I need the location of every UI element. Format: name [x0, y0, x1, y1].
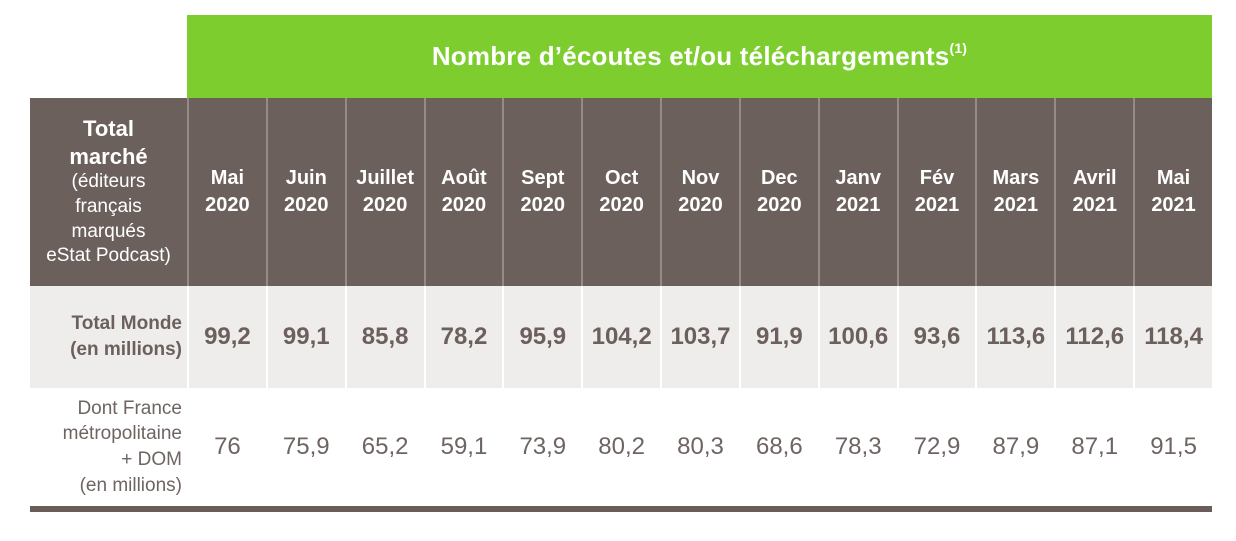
month-header-cell: Juillet 2020: [344, 98, 424, 286]
value-cell: 113,6: [975, 286, 1054, 388]
value-cell: 85,8: [344, 286, 424, 388]
bottom-border-rule: [30, 506, 1212, 512]
value-cell: 76: [187, 388, 266, 506]
table-title-footnote-ref: (1): [949, 40, 968, 57]
value-cell: 68,6: [738, 388, 818, 506]
header-label-cell: Total marché (éditeurs français marqués …: [30, 98, 187, 286]
value-cell: 99,2: [187, 286, 266, 388]
month-header-cell: Juin 2020: [265, 98, 345, 286]
value-cell: 112,6: [1054, 286, 1133, 388]
month-header-cell: Sept 2020: [502, 98, 581, 286]
row-total-monde: Total Monde (en millions) 99,2 99,1 85,8 78…: [30, 286, 1212, 388]
value-cell: 72,9: [896, 388, 976, 506]
value-cell: 99,1: [265, 286, 345, 388]
month-header-cell: Nov 2020: [660, 98, 739, 286]
row-label: Dont France métropolitaine + DOM (en mil…: [62, 397, 182, 496]
value-cell: 65,2: [344, 388, 424, 506]
value-cell: 104,2: [581, 286, 660, 388]
value-cell: 91,5: [1133, 388, 1212, 506]
month-header-cell: Mai 2020: [187, 98, 266, 286]
value-cell: 78,3: [817, 388, 897, 506]
table-title: Nombre d’écoutes et/ou téléchargements(1…: [431, 40, 968, 72]
table-title-text: Nombre d’écoutes et/ou téléchargements: [431, 41, 950, 71]
value-cell: 59,1: [423, 388, 503, 506]
value-cell: 87,9: [975, 388, 1054, 506]
value-cell: 118,4: [1133, 286, 1212, 388]
value-cell: 80,3: [660, 388, 739, 506]
value-cell: 100,6: [817, 286, 897, 388]
value-cell: 95,9: [502, 286, 581, 388]
month-header-cell: Avril 2021: [1054, 98, 1133, 286]
month-header-cell: Dec 2020: [738, 98, 818, 286]
market-table: Nombre d’écoutes et/ou téléchargements(1…: [30, 15, 1212, 512]
value-cell: 75,9: [265, 388, 345, 506]
month-header-cell: Mai 2021: [1133, 98, 1212, 286]
month-header-cell: Fév 2021: [896, 98, 976, 286]
row-france-dom: Dont France métropolitaine + DOM (en mil…: [30, 388, 1212, 506]
month-header-cell: Oct 2020: [581, 98, 660, 286]
header-label-title: Total marché: [69, 116, 148, 169]
header-label-subtitle: (éditeurs français marqués eStat Podcast…: [46, 171, 171, 267]
value-cell: 103,7: [660, 286, 739, 388]
value-cell: 73,9: [502, 388, 581, 506]
column-header-row: Total marché (éditeurs français marqués …: [30, 98, 1212, 286]
value-cell: 87,1: [1054, 388, 1133, 506]
table-title-banner: Nombre d’écoutes et/ou téléchargements(1…: [187, 15, 1212, 98]
value-cell: 78,2: [423, 286, 503, 388]
row-label: Total Monde (en millions): [70, 313, 182, 360]
value-cell: 91,9: [738, 286, 818, 388]
value-cell: 93,6: [896, 286, 976, 388]
month-header-cell: Janv 2021: [817, 98, 897, 286]
value-cell: 80,2: [581, 388, 660, 506]
month-header-cell: Mars 2021: [975, 98, 1054, 286]
month-header-cell: Août 2020: [423, 98, 503, 286]
